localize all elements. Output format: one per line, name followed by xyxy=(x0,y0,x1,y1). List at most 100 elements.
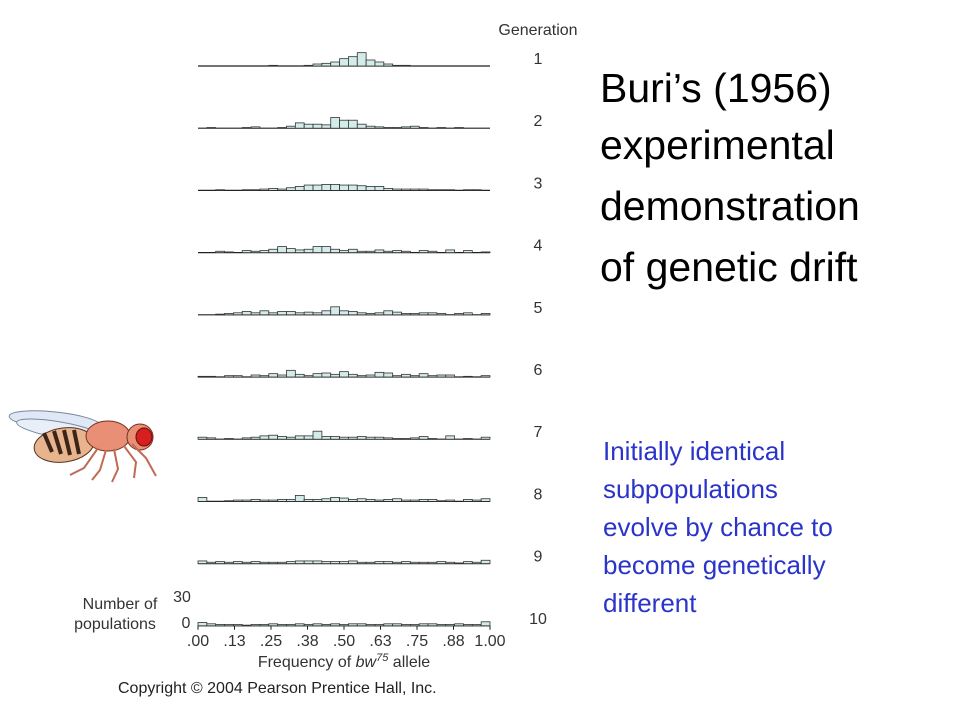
bar-gen2-bin13 xyxy=(312,123,323,129)
bar-gen7-bin1 xyxy=(206,437,217,440)
bar-gen5-bin20 xyxy=(374,312,385,316)
bar-gen8-bin18 xyxy=(356,498,367,502)
bar-gen5-bin6 xyxy=(250,312,261,316)
bar-gen2-bin9 xyxy=(277,127,287,129)
bar-gen5-bin5 xyxy=(241,311,252,316)
bar-gen6-bin10 xyxy=(286,369,296,378)
bar-gen5-bin29 xyxy=(454,313,464,316)
bar-gen3-bin11 xyxy=(294,185,305,191)
bar-gen10-bin12 xyxy=(303,624,314,627)
bar-gen10-bin25 xyxy=(418,623,429,627)
bar-gen9-bin3 xyxy=(224,561,234,564)
bar-gen6-bin26 xyxy=(427,375,438,378)
title-line-1: Buri’s (1956) xyxy=(600,65,832,111)
generation-panels: 1 2 3 4 5 6 7 8 9 10 xyxy=(197,51,547,628)
bar-gen2-bin15 xyxy=(330,117,340,129)
bar-gen10-bin21 xyxy=(383,623,394,627)
bar-gen6-bin7 xyxy=(259,375,270,378)
bar-gen5-bin18 xyxy=(356,312,367,316)
bar-gen5-bin26 xyxy=(427,312,438,316)
fly-legs xyxy=(69,443,157,483)
bar-gen3-bin26 xyxy=(427,189,438,191)
bar-gen8-bin11 xyxy=(294,494,305,502)
bar-gen2-bin19 xyxy=(365,125,376,129)
bar-gen3-bin20 xyxy=(374,185,385,191)
bar-gen10-bin18 xyxy=(356,623,367,627)
bar-gen4-bin30 xyxy=(463,250,473,254)
bar-gen7-bin30 xyxy=(463,438,473,440)
bar-gen8-bin7 xyxy=(259,499,270,502)
bar-gen10-bin8 xyxy=(268,623,279,627)
bar-gen1-bin12 xyxy=(303,64,314,67)
bar-gen7-bin15 xyxy=(330,436,340,440)
bar-gen10-bin16 xyxy=(339,624,349,627)
bar-gen3-bin19 xyxy=(365,185,376,191)
bar-gen5-bin11 xyxy=(294,312,305,316)
bar-gen10-bin9 xyxy=(277,624,287,627)
bar-gen7-bin9 xyxy=(277,436,287,440)
copyright-notice: Copyright © 2004 Pearson Prentice Hall, … xyxy=(118,680,437,697)
bar-gen3-bin8 xyxy=(268,187,279,191)
bar-gen5-bin27 xyxy=(436,313,447,316)
bar-gen4-bin9 xyxy=(277,246,287,254)
bar-gen6-bin6 xyxy=(250,374,261,378)
y-tick-zero: 0 xyxy=(182,615,191,632)
bar-gen4-bin20 xyxy=(374,249,385,254)
bar-gen9-bin7 xyxy=(259,561,270,564)
bar-gen8-bin31 xyxy=(471,499,482,502)
bar-gen7-bin26 xyxy=(427,438,438,440)
bar-gen5-bin9 xyxy=(277,311,287,316)
bar-gen10-bin14 xyxy=(321,624,332,627)
generation-panel-10: 10 xyxy=(197,611,547,628)
bar-gen3-bin24 xyxy=(409,188,420,191)
bar-gen1-bin22 xyxy=(392,64,402,67)
bar-gen7-bin28 xyxy=(445,435,456,440)
bar-gen6-bin25 xyxy=(418,373,429,378)
bar-gen5-bin30 xyxy=(463,312,473,316)
bar-gen8-bin21 xyxy=(383,498,394,502)
bar-gen2-bin1 xyxy=(206,127,217,129)
bar-gen7-bin18 xyxy=(356,436,367,440)
bar-gen7-bin12 xyxy=(303,435,314,440)
generation-label-6: 6 xyxy=(534,362,543,379)
bar-gen4-bin21 xyxy=(383,250,394,253)
bar-gen8-bin19 xyxy=(365,498,376,502)
bar-gen8-bin22 xyxy=(392,498,402,502)
bar-gen1-bin23 xyxy=(401,64,411,67)
bar-gen2-bin16 xyxy=(339,119,349,129)
bar-gen3-bin16 xyxy=(339,184,349,191)
bar-gen7-bin22 xyxy=(392,438,402,440)
bar-gen2-bin20 xyxy=(374,126,385,129)
bar-gen4-bin16 xyxy=(339,250,349,254)
bar-gen5-bin8 xyxy=(268,312,279,316)
bar-gen1-bin17 xyxy=(348,56,358,67)
bar-gen5-bin2 xyxy=(215,313,225,316)
bar-gen6-bin28 xyxy=(445,374,456,378)
bar-gen10-bin23 xyxy=(401,624,411,627)
bar-gen8-bin6 xyxy=(250,498,261,502)
bar-gen10-bin6 xyxy=(250,624,261,627)
x-tick-label-1: .13 xyxy=(223,633,245,650)
bar-gen7-bin0 xyxy=(197,436,208,440)
bar-gen6-bin24 xyxy=(409,375,420,378)
bar-gen8-bin32 xyxy=(480,498,491,502)
bar-gen10-bin7 xyxy=(259,624,270,627)
bar-gen10-bin31 xyxy=(471,624,482,627)
bar-gen2-bin10 xyxy=(286,125,296,129)
bar-gen6-bin3 xyxy=(224,375,234,378)
generation-label-3: 3 xyxy=(534,175,543,192)
bar-gen3-bin27 xyxy=(436,189,447,191)
bar-gen4-bin15 xyxy=(330,248,340,253)
bar-gen5-bin21 xyxy=(383,310,394,316)
bar-gen7-bin25 xyxy=(418,436,429,440)
bar-gen2-bin6 xyxy=(250,126,261,129)
x-tick-label-2: .25 xyxy=(260,633,282,650)
bar-gen3-bin15 xyxy=(330,183,340,191)
bar-gen9-bin11 xyxy=(294,560,305,565)
bar-gen1-bin15 xyxy=(330,61,340,67)
bar-gen5-bin17 xyxy=(348,311,358,316)
title-line-4: of genetic drift xyxy=(600,244,858,290)
bar-gen2-bin12 xyxy=(303,123,314,129)
bar-gen3-bin9 xyxy=(277,188,287,191)
bar-gen5-bin13 xyxy=(312,312,323,316)
